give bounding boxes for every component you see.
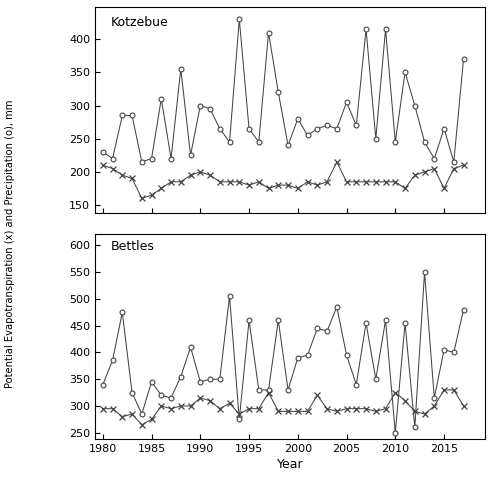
Text: Potential Evapotranspiration (x) and Precipitation (o), mm: Potential Evapotranspiration (x) and Pre… xyxy=(5,100,15,388)
Text: Kotzebue: Kotzebue xyxy=(110,16,168,28)
Text: Bettles: Bettles xyxy=(110,240,154,253)
X-axis label: Year: Year xyxy=(276,458,303,471)
